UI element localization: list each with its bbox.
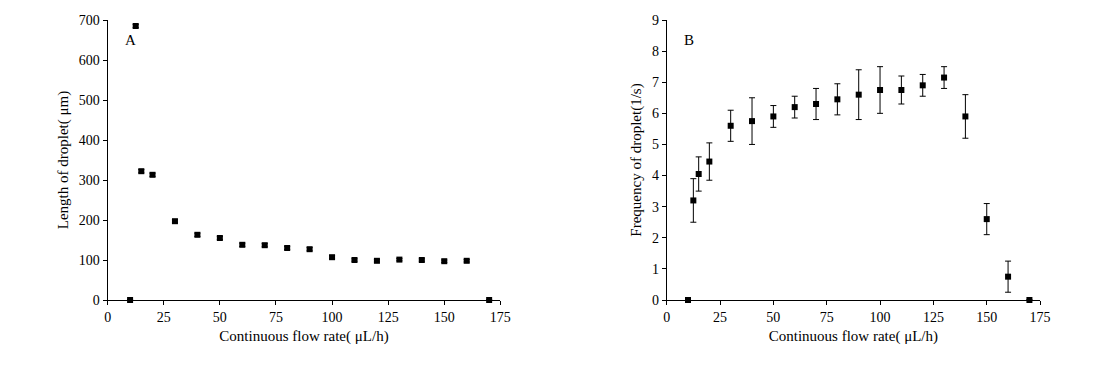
svg-text:125: 125 <box>378 310 399 325</box>
svg-text:1: 1 <box>652 262 659 277</box>
svg-text:Frequency of droplet(1/s): Frequency of droplet(1/s) <box>628 83 645 236</box>
svg-text:A: A <box>125 32 136 48</box>
svg-text:2: 2 <box>652 231 659 246</box>
svg-text:175: 175 <box>490 310 511 325</box>
svg-text:75: 75 <box>820 310 834 325</box>
svg-text:Continuous flow rate( μL/h): Continuous flow rate( μL/h) <box>219 328 388 345</box>
svg-text:0: 0 <box>93 293 100 308</box>
svg-text:B: B <box>684 32 694 48</box>
svg-text:150: 150 <box>434 310 455 325</box>
svg-text:200: 200 <box>79 213 100 228</box>
svg-text:125: 125 <box>923 310 944 325</box>
svg-text:150: 150 <box>976 310 997 325</box>
svg-text:0: 0 <box>104 310 111 325</box>
svg-text:75: 75 <box>269 310 283 325</box>
svg-text:0: 0 <box>652 293 659 308</box>
svg-text:50: 50 <box>766 310 780 325</box>
svg-text:300: 300 <box>79 173 100 188</box>
svg-text:25: 25 <box>713 310 727 325</box>
svg-text:400: 400 <box>79 133 100 148</box>
svg-text:700: 700 <box>79 13 100 28</box>
svg-text:3: 3 <box>652 200 659 215</box>
svg-text:600: 600 <box>79 53 100 68</box>
svg-text:Length of droplet( μm): Length of droplet( μm) <box>55 91 72 229</box>
svg-text:9: 9 <box>652 13 659 28</box>
svg-text:25: 25 <box>157 310 171 325</box>
svg-text:7: 7 <box>652 75 659 90</box>
svg-text:5: 5 <box>652 137 659 152</box>
svg-text:6: 6 <box>652 106 659 121</box>
svg-text:0: 0 <box>663 310 670 325</box>
svg-text:4: 4 <box>652 168 659 183</box>
svg-text:100: 100 <box>322 310 343 325</box>
svg-text:100: 100 <box>79 253 100 268</box>
svg-text:100: 100 <box>870 310 891 325</box>
svg-text:Continuous flow rate( μL/h): Continuous flow rate( μL/h) <box>769 328 938 345</box>
svg-text:50: 50 <box>213 310 227 325</box>
svg-text:175: 175 <box>1030 310 1051 325</box>
svg-text:8: 8 <box>652 44 659 59</box>
svg-text:500: 500 <box>79 93 100 108</box>
